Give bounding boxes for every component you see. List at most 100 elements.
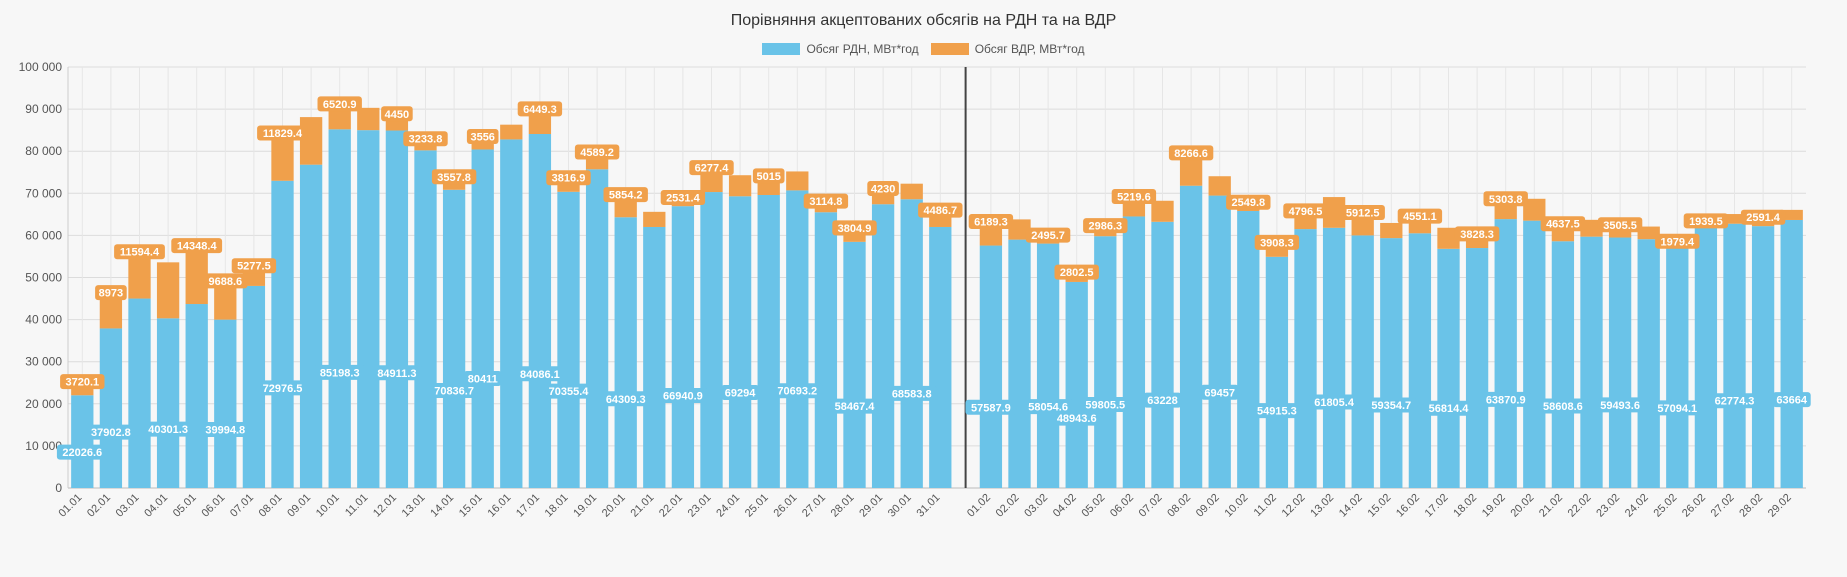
data-label-rdn-text: 54915.3 (1257, 406, 1297, 418)
bar-rdn (1551, 241, 1575, 488)
data-label-vdr: 3556 (466, 128, 499, 144)
x-tick-label: 27.02 (1709, 492, 1737, 520)
data-label-rdn-text: 70693.2 (777, 386, 817, 398)
data-label-rdn: 63664 (1772, 392, 1811, 408)
data-label-rdn-text: 80411 (468, 373, 498, 385)
data-label-rdn-bg (600, 391, 652, 407)
x-tick-label: 19.01 (571, 492, 599, 520)
data-label-vdr: 2549.8 (1226, 194, 1271, 210)
data-label-rdn-text: 84086.1 (520, 369, 560, 381)
data-label-rdn: 84911.3 (371, 365, 423, 381)
data-label-vdr-bg (1540, 216, 1586, 232)
data-label-vdr: 11594.4 (114, 244, 165, 260)
data-label-vdr-bg (803, 193, 849, 209)
data-label-vdr-bg (1111, 188, 1157, 204)
data-label-vdr: 3557.8 (431, 169, 477, 185)
x-tick-label: 05.01 (171, 492, 199, 520)
x-tick-label: 10.02 (1222, 492, 1250, 520)
data-label-vdr-text: 2549.8 (1231, 197, 1265, 209)
data-label-vdr-bg (1655, 233, 1700, 249)
bar-rdn (700, 192, 723, 489)
data-label-vdr-text: 2986.3 (1088, 221, 1122, 233)
x-tick-label: 13.01 (400, 492, 428, 520)
data-label-vdr-text: 3556 (470, 131, 494, 143)
bar-rdn (71, 395, 94, 488)
data-label-vdr-text: 4486.7 (923, 205, 957, 217)
x-tick-label: 22.02 (1566, 492, 1594, 520)
data-label-vdr-bg (60, 374, 105, 390)
y-tick-label: 0 (55, 481, 62, 495)
x-tick-label: 27.01 (800, 492, 828, 520)
legend-item-vdr[interactable]: Обсяг ВДР, МВт*год (930, 42, 1085, 56)
x-tick-label: 14.01 (428, 492, 456, 520)
bar-rdn (1008, 239, 1031, 488)
x-tick-label: 14.02 (1337, 492, 1365, 520)
data-label-vdr: 3828.3 (1454, 226, 1500, 242)
bar-vdr (1008, 219, 1031, 240)
data-label-rdn-text: 69457 (1204, 387, 1235, 399)
data-label-vdr-bg (689, 160, 734, 176)
x-tick-label: 25.02 (1651, 492, 1679, 520)
data-label-vdr: 4230 (867, 180, 899, 196)
legend-label-vdr: Обсяг ВДР, МВт*год (974, 42, 1085, 56)
data-label-vdr-text: 3505.5 (1603, 220, 1637, 232)
data-label-vdr-bg (114, 244, 165, 260)
data-label-rdn-bg (1651, 400, 1703, 416)
data-label-vdr-text: 4796.5 (1289, 206, 1323, 218)
data-label-vdr-text: 8973 (99, 288, 123, 300)
data-label-rdn-text: 63664 (1776, 395, 1807, 407)
bar-rdn (1380, 238, 1403, 488)
data-label-rdn-bg (1709, 393, 1760, 409)
y-tick-label: 60 000 (25, 228, 62, 242)
data-label-vdr-bg (317, 96, 362, 112)
data-label-vdr: 4551.1 (1397, 208, 1443, 224)
x-tick-label: 31.01 (914, 492, 942, 520)
data-label-rdn-bg (657, 387, 709, 403)
data-label-vdr-text: 3233.8 (409, 134, 443, 146)
data-label-rdn: 39994.8 (199, 421, 251, 437)
data-label-rdn-text: 84911.3 (377, 368, 416, 380)
data-label-vdr-text: 4230 (871, 183, 895, 195)
data-label-rdn: 68583.8 (886, 385, 938, 401)
data-label-vdr-bg (1254, 234, 1300, 250)
y-tick-label: 100 000 (19, 60, 63, 74)
data-label-rdn-bg (1251, 403, 1303, 419)
data-label-vdr-text: 4551.1 (1403, 211, 1437, 223)
data-label-rdn: 58054.6 (1022, 399, 1074, 415)
data-label-rdn-bg (1051, 410, 1103, 426)
bar-vdr (1322, 197, 1346, 228)
x-tick-label: 03.01 (114, 492, 142, 520)
bar-rdn (814, 212, 838, 488)
bar-rdn (185, 304, 208, 488)
data-label-vdr-text: 4637.5 (1546, 219, 1580, 231)
data-label-rdn-bg (1079, 396, 1131, 412)
bar-rdn (1465, 248, 1489, 488)
data-label-vdr: 4637.5 (1540, 216, 1586, 232)
bar-vdr (271, 130, 294, 181)
data-label-rdn-text: 37902.8 (91, 427, 131, 439)
legend-swatch-rdn (762, 43, 801, 55)
data-label-vdr: 2531.4 (660, 190, 706, 206)
data-label-rdn-bg (1772, 392, 1811, 408)
legend-item-rdn[interactable]: Обсяг РДН, МВт*год (762, 42, 919, 56)
bar-rdn (1437, 248, 1460, 488)
bar-rdn (156, 318, 180, 488)
data-label-vdr: 6277.4 (689, 160, 734, 176)
bar-vdr (500, 124, 523, 140)
bar-vdr (728, 175, 752, 197)
data-label-rdn-bg (1143, 392, 1182, 408)
data-label-vdr-bg (1454, 226, 1500, 242)
data-label-vdr: 4589.2 (574, 144, 620, 160)
data-label-vdr-bg (1597, 217, 1643, 233)
data-label-vdr-text: 2495.7 (1031, 230, 1065, 242)
data-label-rdn: 69457 (1200, 384, 1239, 400)
data-label-rdn: 63228 (1143, 392, 1182, 408)
legend-swatch-vdr (930, 43, 969, 55)
bar-rdn (728, 196, 752, 488)
data-label-rdn-text: 58608.6 (1543, 401, 1583, 413)
data-label-rdn-bg (886, 385, 938, 401)
data-label-vdr-text: 8266.6 (1174, 148, 1208, 160)
bar-rdn (1523, 220, 1546, 489)
